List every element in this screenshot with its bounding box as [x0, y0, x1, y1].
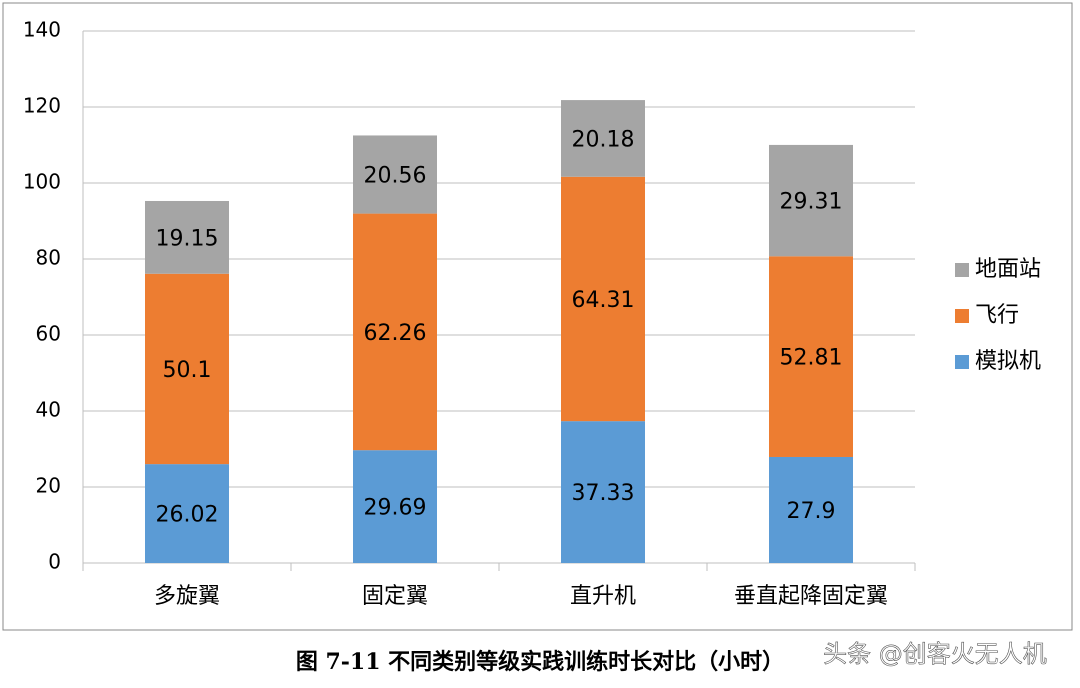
bar-segment	[353, 135, 437, 214]
data-label: 19.15	[156, 226, 219, 251]
data-label: 52.81	[780, 346, 843, 371]
data-label: 20.56	[364, 164, 427, 189]
caption: 图 7-11 不同类别等级实践训练时长对比（小时）	[296, 649, 784, 675]
bar-segment	[353, 213, 437, 451]
y-tick-label: 100	[23, 170, 61, 194]
data-label: 26.02	[156, 503, 219, 528]
bar-segment	[145, 200, 229, 274]
legend-swatch	[955, 263, 969, 277]
bar-segment	[145, 464, 229, 563]
data-label: 64.31	[572, 288, 635, 313]
bar-segment	[769, 456, 853, 563]
bar-segment	[561, 100, 645, 177]
y-tick-label: 0	[48, 550, 61, 574]
y-tick-label: 60	[36, 322, 61, 346]
y-tick-label: 80	[36, 246, 61, 270]
legend-label: 模拟机	[975, 349, 1041, 374]
x-tick-label: 垂直起降固定翼	[734, 584, 888, 609]
data-label: 20.18	[572, 127, 635, 152]
watermark: 头条 @创客火无人机	[823, 640, 1047, 668]
data-label: 27.9	[787, 499, 836, 524]
data-label: 50.1	[163, 358, 212, 383]
data-label: 37.33	[572, 481, 635, 506]
data-label: 29.31	[780, 190, 843, 215]
y-tick-label: 120	[23, 94, 61, 118]
y-tick-label: 40	[36, 398, 61, 422]
bar-segment	[769, 256, 853, 457]
legend-swatch	[955, 355, 969, 369]
data-label: 62.26	[364, 321, 427, 346]
legend-swatch	[955, 309, 969, 323]
legend-label: 飞行	[975, 303, 1019, 328]
legend-label: 地面站	[975, 257, 1041, 282]
x-tick-label: 多旋翼	[154, 584, 220, 609]
data-label: 29.69	[364, 496, 427, 521]
x-tick-label: 直升机	[570, 584, 636, 609]
bar-segment	[353, 450, 437, 563]
bar-segment	[145, 273, 229, 465]
bar-segment	[561, 176, 645, 422]
x-tick-label: 固定翼	[362, 584, 428, 609]
y-tick-label: 20	[36, 474, 61, 498]
y-tick-label: 140	[23, 18, 61, 42]
bar-segment	[769, 144, 853, 257]
bar-segment	[561, 421, 645, 563]
